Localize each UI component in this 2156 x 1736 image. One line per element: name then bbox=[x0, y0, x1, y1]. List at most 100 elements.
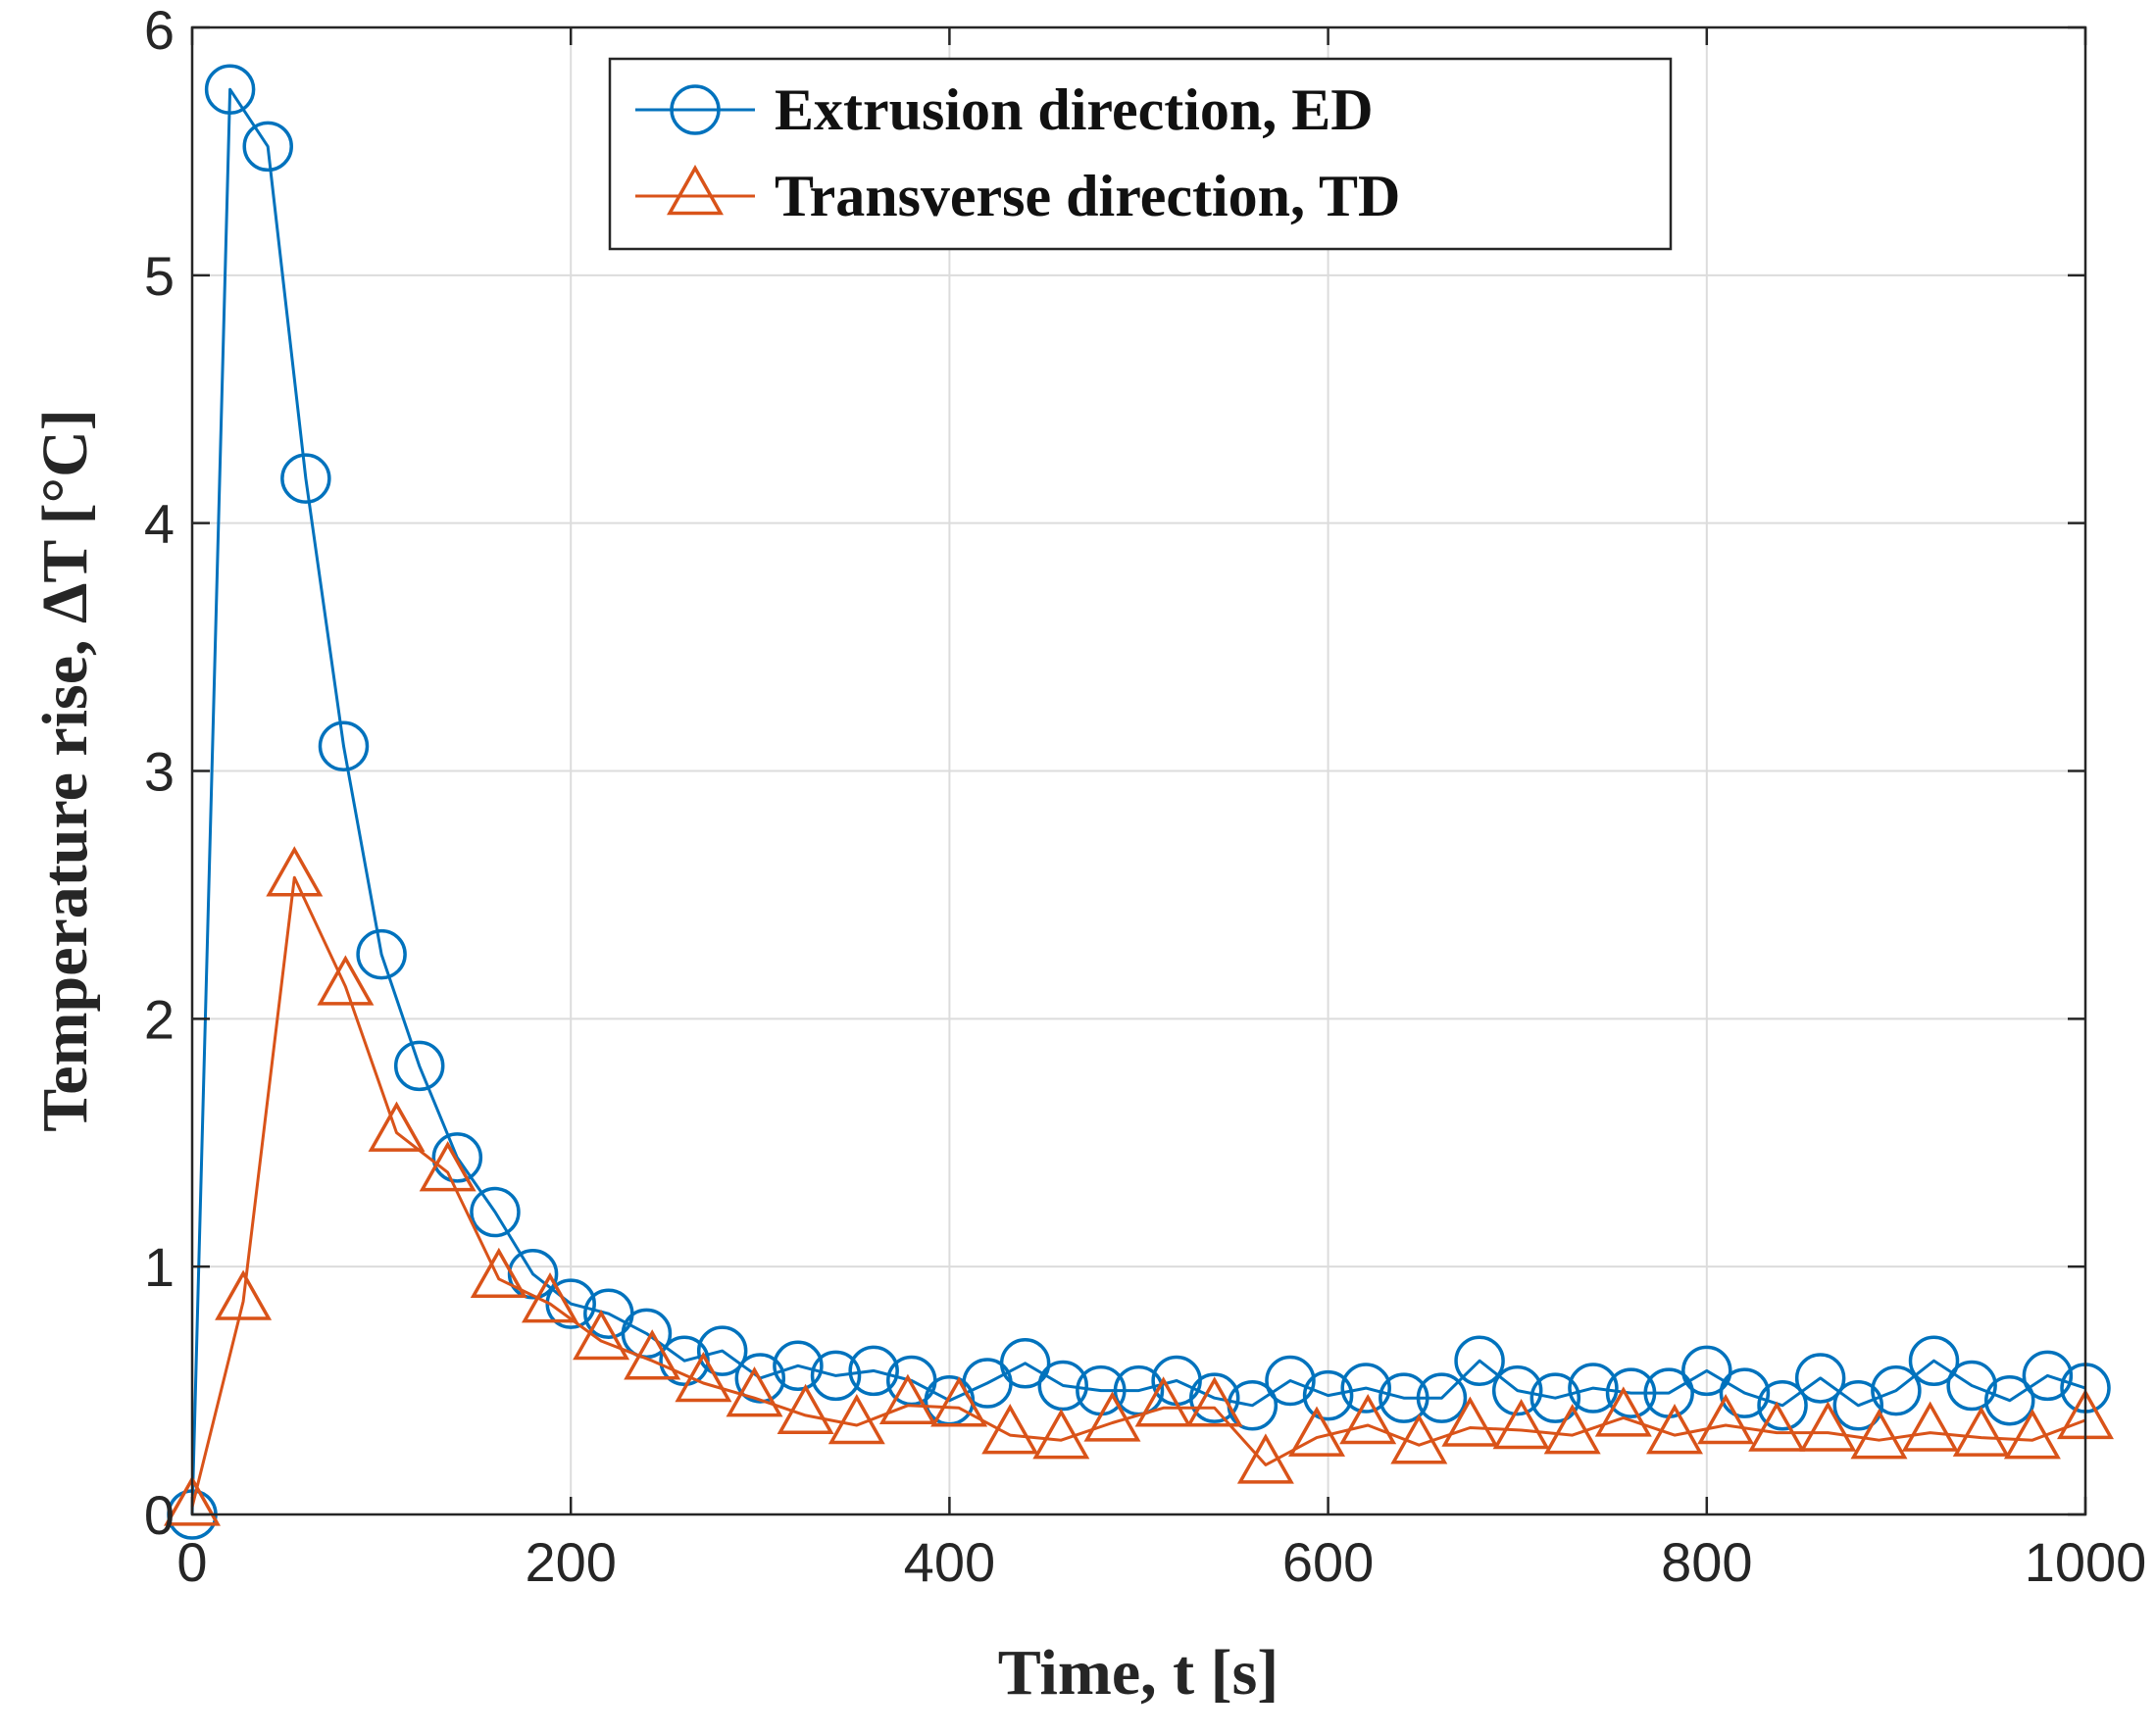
data-point bbox=[675, 1351, 732, 1403]
data-point bbox=[1748, 1401, 1806, 1452]
data-point bbox=[1799, 1401, 1857, 1452]
x-tick-label: 1000 bbox=[2025, 1531, 2147, 1593]
y-tick-label: 3 bbox=[144, 741, 175, 803]
data-point bbox=[1984, 1374, 2035, 1426]
data-point bbox=[1379, 1372, 1429, 1423]
data-point bbox=[1794, 1353, 1846, 1404]
data-point bbox=[1594, 1386, 1652, 1437]
legend-label: Extrusion direction, ED bbox=[775, 77, 1374, 142]
data-point bbox=[1871, 1364, 1922, 1416]
data-point bbox=[1952, 1406, 2010, 1457]
data-point bbox=[696, 1325, 748, 1376]
ticks: 0 200 400 600 800 1000 0 1 2 3 4 5 6 bbox=[144, 0, 2146, 1593]
x-tick-label: 0 bbox=[176, 1531, 207, 1593]
x-tick-label: 600 bbox=[1282, 1531, 1374, 1593]
data-point bbox=[1543, 1404, 1601, 1455]
data-point bbox=[164, 1475, 221, 1526]
series-transverse-direction bbox=[164, 846, 2114, 1526]
data-point bbox=[419, 1141, 476, 1192]
data-point bbox=[624, 1329, 681, 1380]
data-point bbox=[1757, 1380, 1808, 1431]
data-point bbox=[1605, 1367, 1657, 1418]
data-point bbox=[393, 1040, 445, 1092]
data-point bbox=[1185, 1376, 1243, 1427]
data-point bbox=[470, 1247, 527, 1299]
data-point bbox=[1340, 1363, 1391, 1414]
y-tick-label: 5 bbox=[144, 245, 175, 307]
data-point bbox=[573, 1309, 630, 1361]
data-point bbox=[1529, 1372, 1581, 1423]
legend-marker bbox=[667, 164, 724, 216]
x-tick-label: 400 bbox=[904, 1531, 995, 1593]
data-point bbox=[773, 1340, 824, 1392]
data-point bbox=[1908, 1335, 1960, 1386]
data-point bbox=[431, 1132, 483, 1183]
data-point bbox=[1134, 1376, 1192, 1427]
data-point bbox=[810, 1350, 862, 1402]
data-point bbox=[1288, 1406, 1345, 1457]
data-point bbox=[1697, 1393, 1755, 1445]
data-point bbox=[2022, 1350, 2074, 1402]
data-point bbox=[368, 1101, 426, 1152]
data-point bbox=[1454, 1335, 1505, 1386]
data-point bbox=[1416, 1372, 1468, 1423]
data-point bbox=[1719, 1367, 1771, 1418]
data-point bbox=[1568, 1363, 1619, 1414]
data-point bbox=[1390, 1414, 1448, 1464]
data-point bbox=[215, 1269, 273, 1320]
data-point bbox=[930, 1376, 988, 1427]
x-tick-label: 200 bbox=[525, 1531, 616, 1593]
data-point bbox=[1032, 1409, 1090, 1460]
legend-entry: Extrusion direction, ED bbox=[635, 77, 1374, 142]
data-point bbox=[204, 64, 256, 115]
y-tick-label: 0 bbox=[144, 1484, 175, 1546]
data-point bbox=[981, 1404, 1039, 1455]
data-point bbox=[1681, 1345, 1732, 1397]
x-axis-title: Time, t [s] bbox=[998, 1637, 1279, 1709]
data-point bbox=[1946, 1360, 1997, 1412]
series-line bbox=[190, 875, 2086, 1508]
legend-marker bbox=[670, 84, 721, 135]
data-point bbox=[777, 1383, 834, 1435]
data-point bbox=[470, 1186, 521, 1238]
data-point bbox=[726, 1366, 783, 1417]
data-point bbox=[317, 955, 375, 1006]
data-point bbox=[318, 720, 370, 771]
legend: Extrusion direction, ED Transverse direct… bbox=[608, 57, 1673, 251]
data-point bbox=[999, 1338, 1051, 1389]
data-point bbox=[266, 846, 324, 897]
data-point bbox=[1236, 1433, 1294, 1484]
data-point bbox=[878, 1373, 936, 1424]
legend-label: Transverse direction, TD bbox=[775, 164, 1400, 228]
data-point bbox=[734, 1353, 786, 1404]
data-point bbox=[1850, 1409, 1908, 1460]
data-point bbox=[1037, 1360, 1089, 1412]
series-layer bbox=[164, 64, 2114, 1540]
legend-entry: Transverse direction, TD bbox=[635, 164, 1400, 228]
data-point bbox=[2003, 1409, 2061, 1460]
x-tick-label: 800 bbox=[1661, 1531, 1752, 1593]
data-point bbox=[1188, 1372, 1240, 1423]
data-point bbox=[242, 121, 293, 173]
data-point bbox=[356, 928, 407, 980]
data-point bbox=[1339, 1393, 1397, 1445]
data-point bbox=[1083, 1391, 1141, 1442]
data-point bbox=[1901, 1401, 1959, 1452]
legend-box bbox=[608, 57, 1673, 251]
data-point bbox=[827, 1393, 885, 1445]
data-point bbox=[1492, 1398, 1550, 1450]
y-tick-label: 2 bbox=[144, 988, 175, 1050]
data-point bbox=[1832, 1380, 1884, 1431]
data-point bbox=[1441, 1396, 1499, 1447]
data-point bbox=[280, 453, 331, 504]
data-point bbox=[1646, 1404, 1703, 1455]
y-tick-label: 1 bbox=[144, 1236, 175, 1298]
data-point bbox=[522, 1272, 578, 1323]
data-point bbox=[507, 1249, 559, 1300]
y-tick-label: 6 bbox=[144, 0, 175, 61]
y-tick-label: 4 bbox=[144, 493, 175, 555]
data-point bbox=[1302, 1369, 1354, 1421]
data-point bbox=[1265, 1355, 1316, 1407]
data-point bbox=[848, 1345, 899, 1397]
